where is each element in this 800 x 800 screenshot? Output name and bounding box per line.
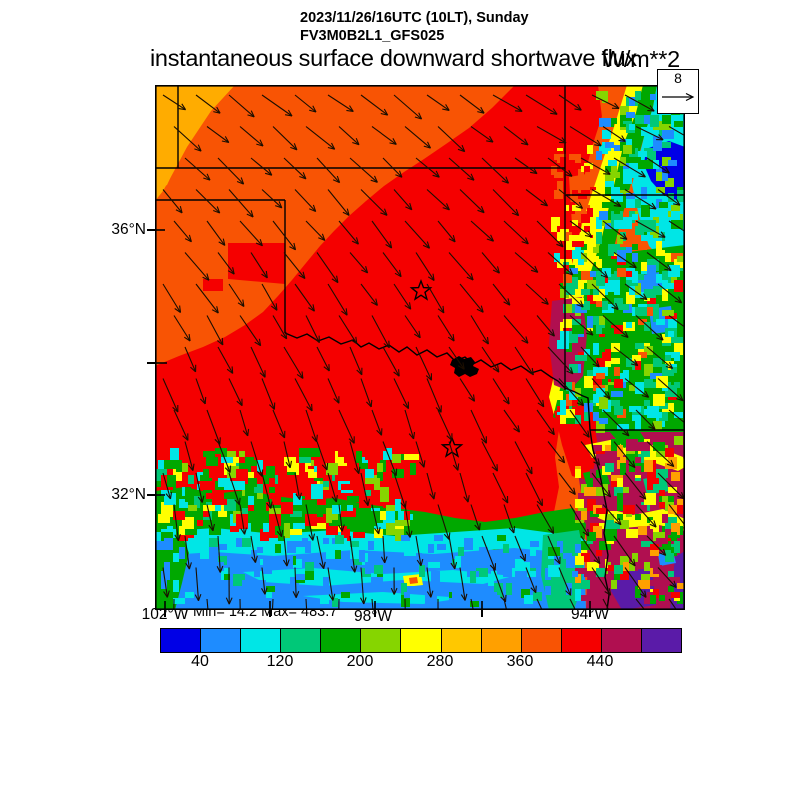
- plot-title: instantaneous surface downward shortwave…: [150, 45, 637, 71]
- colorbar-tick-label: 120: [266, 653, 294, 670]
- lon-tick-96w: [481, 610, 483, 617]
- field-speckles: [155, 91, 685, 607]
- interior-ticks: [155, 229, 591, 610]
- colorbar-segment: [401, 629, 442, 652]
- city-star-marker: [409, 279, 433, 301]
- lat-label-36n: 36°N: [111, 221, 146, 238]
- lon-tick-102w: [164, 610, 166, 617]
- lon-label-98w: 98°W: [353, 608, 393, 625]
- colorbar-segment: [601, 629, 642, 652]
- wind-reference-box: 8: [657, 69, 699, 114]
- colorbar-tick-label: 280: [426, 653, 454, 670]
- wind-reference-arrow-icon: [662, 92, 695, 102]
- colorbar-tick-label: 360: [506, 653, 534, 670]
- colorbar-segment: [361, 629, 402, 652]
- colorbar: [160, 628, 682, 653]
- plot-model-id: FV3M0B2L1_GFS025: [300, 28, 445, 44]
- lon-tick-100w: [269, 610, 271, 617]
- wind-vector-arrows: [162, 94, 685, 610]
- colorbar-segment: [161, 629, 202, 652]
- colorbar-segment: [201, 629, 242, 652]
- lat-tick-36n: [147, 229, 155, 231]
- colorbar-tick-label: 440: [586, 653, 614, 670]
- colorbar-segment: [561, 629, 602, 652]
- field-red-core: [155, 85, 603, 532]
- lat-label-32n: 32°N: [111, 486, 146, 503]
- colorbar-segment: [321, 629, 362, 652]
- plot-units: W/m**2: [602, 46, 680, 72]
- flux-field-canvas: [155, 85, 686, 611]
- lon-tick-98w: [374, 610, 376, 617]
- colorbar-segment: [521, 629, 562, 652]
- lake-texoma: [450, 356, 479, 377]
- colorbar-segment: [441, 629, 482, 652]
- colorbar-tick-label: 200: [346, 653, 374, 670]
- flux-map: [155, 85, 686, 611]
- map-frame: [155, 85, 686, 611]
- lat-tick-34n: [147, 362, 155, 364]
- plot-datetime: 2023/11/26/16UTC (10LT), Sunday: [300, 10, 529, 26]
- lat-tick-32n: [147, 494, 155, 496]
- lon-tick-94w: [589, 610, 591, 617]
- red-river-border: [284, 332, 566, 389]
- colorbar-segment: [281, 629, 322, 652]
- colorbar-segment: [481, 629, 522, 652]
- colorbar-tick-label: 40: [191, 653, 209, 670]
- field-gold-nw: [155, 85, 235, 201]
- wind-reference-value: 8: [674, 70, 682, 86]
- colorbar-segment: [241, 629, 282, 652]
- colorbar-segment: [641, 629, 682, 652]
